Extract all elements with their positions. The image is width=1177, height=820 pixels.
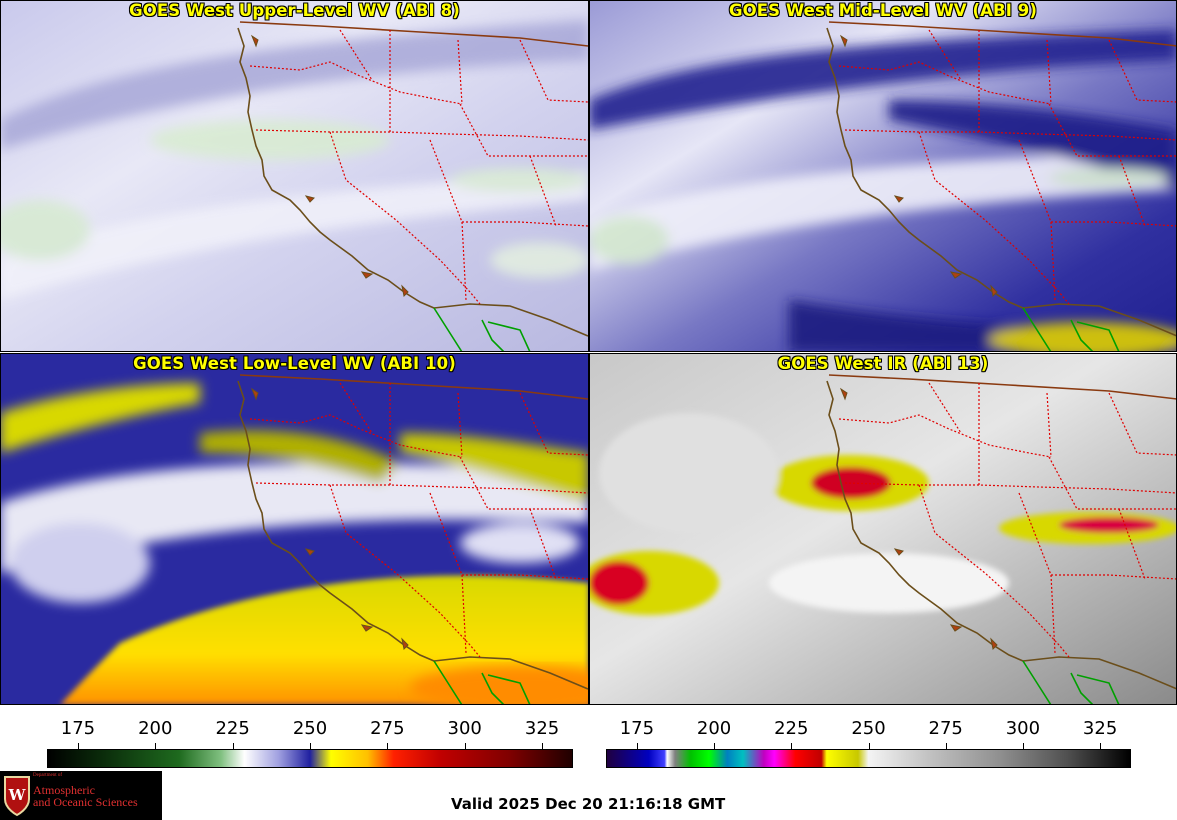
ir-tick-mark <box>636 743 638 749</box>
wv-tick-label: 275 <box>370 718 405 739</box>
wv-tick-label: 325 <box>524 718 560 739</box>
wv-colorbar-gradient <box>47 749 573 768</box>
mid-level-wv-map <box>589 0 1177 352</box>
upper-level-wv-map <box>0 0 589 352</box>
ir-tick-label: 325 <box>1082 718 1118 739</box>
ir-tick-label: 275 <box>928 718 963 739</box>
wv-tick-mark <box>232 743 234 749</box>
ir-tick-label: 250 <box>851 718 886 739</box>
ir-tick-mark <box>945 743 947 749</box>
mid-level-wv-title: GOES West Mid-Level WV (ABI 9) <box>728 1 1038 20</box>
ir-tick-label: 175 <box>619 718 655 739</box>
ir-tick-mark <box>1100 743 1102 749</box>
wv-tick-label: 250 <box>292 718 328 739</box>
ir-colorbar-gradient <box>606 749 1131 768</box>
wv-tick-mark <box>310 743 311 749</box>
svg-text:W: W <box>8 786 27 804</box>
panel-mid-level-wv: GOES West Mid-Level WV (ABI 9) <box>589 0 1177 352</box>
ir-tick-mark <box>714 743 716 749</box>
wv-tick-label: 175 <box>60 718 96 739</box>
valid-time: Valid 2025 Dec 20 21:16:18 GMT <box>451 795 726 813</box>
ir-title: GOES West IR (ABI 13) <box>777 354 989 373</box>
ir-tick-mark <box>791 743 793 749</box>
wv-tick-mark <box>77 743 79 749</box>
aos-logo: W Department of Atmospheric and Oceanic … <box>0 771 162 820</box>
ir-colorbar: 175 200 225 250 275 300 325 <box>589 706 1177 770</box>
ir-tick-mark <box>868 743 870 749</box>
wv-tick-label: 300 <box>447 718 482 739</box>
panel-upper-level-wv: GOES West Upper-Level WV (ABI 8) <box>0 0 589 352</box>
logo-name: Atmospheric and Oceanic Sciences <box>33 784 138 808</box>
ir-tick-mark <box>1022 743 1024 749</box>
logo-name-line1: Atmospheric <box>33 783 95 797</box>
logo-name-line2: and Oceanic Sciences <box>33 795 138 809</box>
wv-tick-mark <box>155 743 157 749</box>
wv-tick-label: 200 <box>138 718 173 739</box>
ir-tick-label: 225 <box>774 718 809 739</box>
uw-crest-icon: W <box>4 776 30 817</box>
ir-tick-label: 200 <box>696 718 732 739</box>
panel-low-level-wv: GOES West Low-Level WV (ABI 10) <box>0 353 589 705</box>
wv-colorbar: 175 200 225 250 275 300 325 <box>0 706 589 770</box>
panel-ir: GOES West IR (ABI 13) <box>589 353 1177 705</box>
logo-department-line: Department of <box>33 773 63 778</box>
wv-tick-mark <box>464 743 466 749</box>
low-level-wv-title: GOES West Low-Level WV (ABI 10) <box>133 354 456 373</box>
low-level-wv-map <box>0 353 589 705</box>
ir-map <box>589 353 1177 705</box>
wv-tick-mark <box>542 743 544 749</box>
ir-tick-label: 300 <box>1005 718 1041 739</box>
upper-level-wv-title: GOES West Upper-Level WV (ABI 8) <box>129 1 460 20</box>
wv-tick-mark <box>387 743 389 749</box>
wv-tick-label: 225 <box>215 718 250 739</box>
